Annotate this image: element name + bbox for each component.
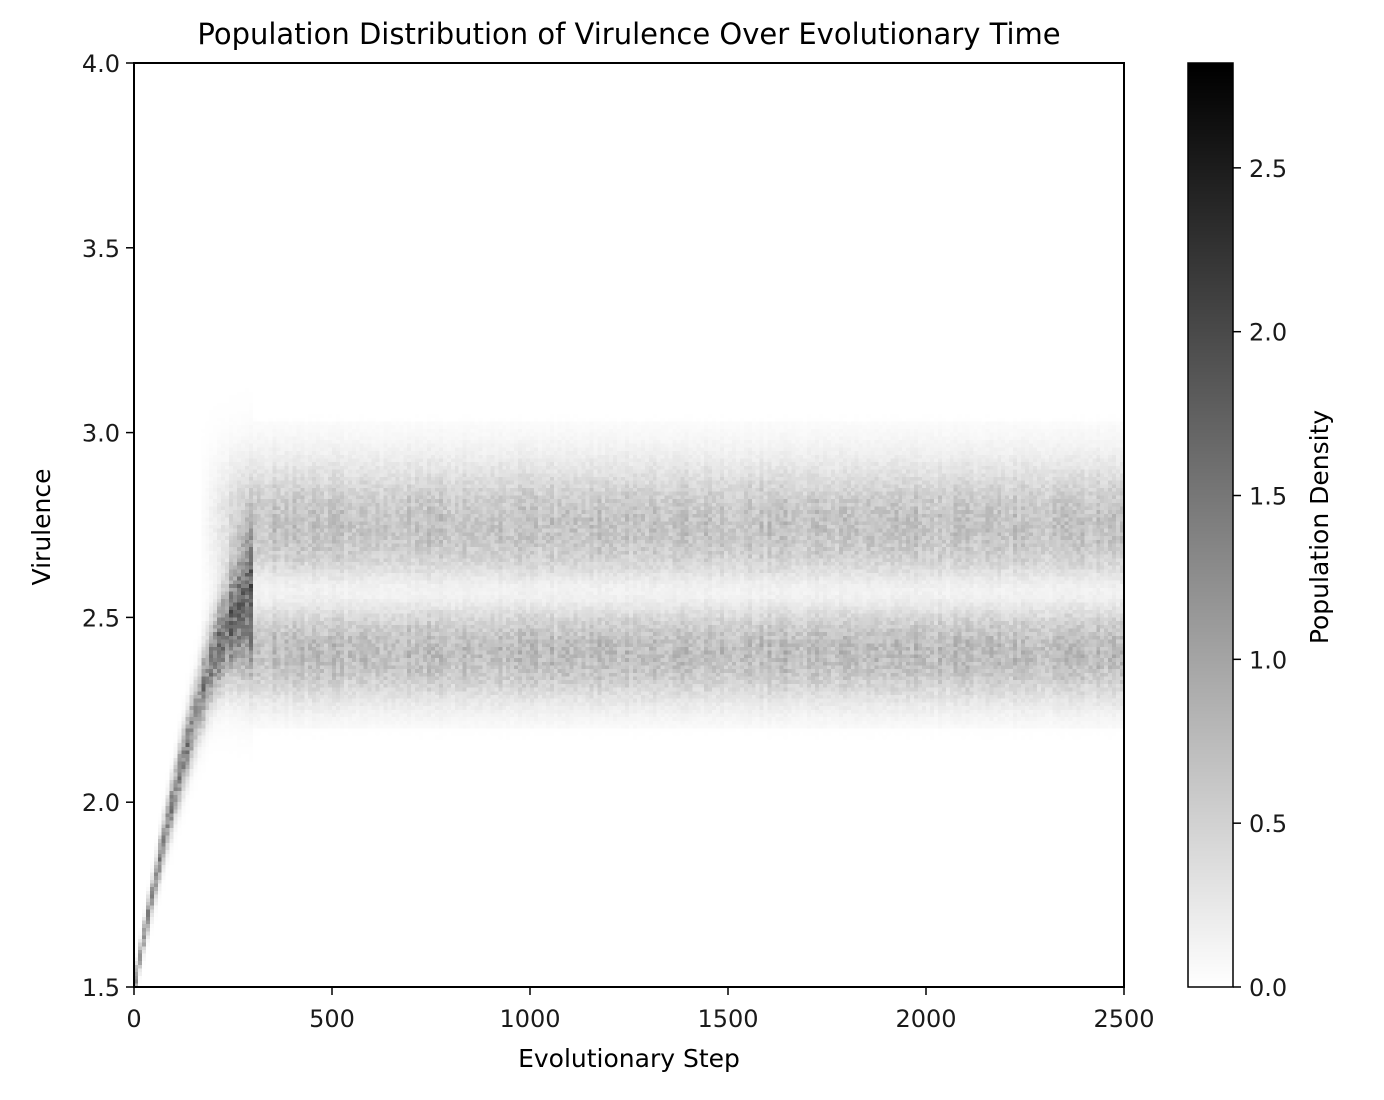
colorbar-label: Population Density xyxy=(1305,410,1334,645)
y-axis-label: Virulence xyxy=(27,469,56,586)
colorbar-tick-label: 0.0 xyxy=(1249,974,1287,1002)
colorbar-tick-label: 2.5 xyxy=(1249,155,1287,183)
colorbar-tick-label: 0.5 xyxy=(1249,810,1287,838)
colorbar-frame xyxy=(1187,62,1234,988)
heatmap-image xyxy=(134,63,1124,987)
colorbar-tick-label: 1.0 xyxy=(1249,646,1287,674)
y-tick-label: 3.0 xyxy=(82,420,120,448)
y-tick-label: 1.5 xyxy=(82,974,120,1002)
plot-frame xyxy=(133,62,1125,988)
y-tick-label: 3.5 xyxy=(82,235,120,263)
colorbar-ticks: 0.0 0.5 1.0 1.5 2.0 2.5 xyxy=(1233,155,1287,1002)
y-axis-ticks: 1.5 2.0 2.5 3.0 3.5 4.0 xyxy=(82,50,134,1002)
y-tick-label: 4.0 xyxy=(82,50,120,78)
colorbar-tick-label: 1.5 xyxy=(1249,483,1287,511)
chart-title: Population Distribution of Virulence Ove… xyxy=(197,17,1060,51)
x-axis-ticks: 0 500 1000 1500 2000 2500 xyxy=(126,987,1155,1033)
x-axis-label: Evolutionary Step xyxy=(518,1044,740,1073)
x-tick-label: 2000 xyxy=(895,1005,956,1033)
colorbar-gradient xyxy=(1188,63,1233,987)
x-tick-label: 0 xyxy=(126,1005,141,1033)
x-tick-label: 1500 xyxy=(697,1005,758,1033)
y-tick-label: 2.5 xyxy=(82,604,120,632)
x-tick-label: 1000 xyxy=(499,1005,560,1033)
x-tick-label: 2500 xyxy=(1093,1005,1154,1033)
x-tick-label: 500 xyxy=(309,1005,355,1033)
colorbar-tick-label: 2.0 xyxy=(1249,319,1287,347)
y-tick-label: 2.0 xyxy=(82,789,120,817)
